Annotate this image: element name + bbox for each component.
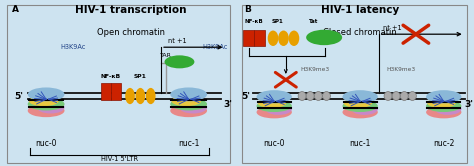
Text: NF-κB: NF-κB bbox=[100, 74, 120, 79]
Ellipse shape bbox=[27, 87, 64, 101]
Text: H3K9Ac: H3K9Ac bbox=[60, 44, 85, 50]
Ellipse shape bbox=[258, 98, 286, 108]
Ellipse shape bbox=[170, 98, 207, 111]
Ellipse shape bbox=[306, 30, 342, 45]
Ellipse shape bbox=[256, 106, 292, 118]
Ellipse shape bbox=[344, 98, 372, 108]
Text: nuc-0: nuc-0 bbox=[36, 139, 57, 148]
Ellipse shape bbox=[427, 98, 456, 108]
Ellipse shape bbox=[180, 101, 207, 114]
Text: nuc-1: nuc-1 bbox=[349, 139, 371, 148]
Text: HIV-1 latency: HIV-1 latency bbox=[321, 5, 399, 15]
FancyBboxPatch shape bbox=[111, 83, 121, 100]
Ellipse shape bbox=[401, 91, 408, 100]
Ellipse shape bbox=[322, 91, 330, 100]
Text: SP1: SP1 bbox=[134, 74, 147, 79]
Text: SP1: SP1 bbox=[272, 19, 283, 24]
FancyBboxPatch shape bbox=[243, 30, 255, 46]
Ellipse shape bbox=[435, 103, 461, 115]
Text: Open chromatin: Open chromatin bbox=[97, 28, 165, 37]
Ellipse shape bbox=[172, 96, 201, 106]
Ellipse shape bbox=[298, 91, 306, 100]
Text: 3': 3' bbox=[465, 100, 474, 109]
Text: Tat: Tat bbox=[309, 19, 319, 24]
Ellipse shape bbox=[265, 103, 292, 115]
Ellipse shape bbox=[289, 31, 299, 46]
Text: 5': 5' bbox=[14, 91, 23, 101]
Ellipse shape bbox=[268, 31, 278, 46]
Text: Tat: Tat bbox=[319, 35, 329, 40]
Ellipse shape bbox=[384, 91, 392, 100]
Ellipse shape bbox=[343, 100, 378, 112]
Text: 5': 5' bbox=[242, 91, 251, 101]
Ellipse shape bbox=[392, 91, 400, 100]
Text: nuc-2: nuc-2 bbox=[433, 139, 455, 148]
FancyBboxPatch shape bbox=[100, 83, 111, 100]
Text: H3K9me3: H3K9me3 bbox=[301, 67, 329, 72]
Text: B: B bbox=[244, 5, 251, 14]
Ellipse shape bbox=[146, 88, 155, 104]
Text: H3K9Ac: H3K9Ac bbox=[202, 44, 228, 50]
Ellipse shape bbox=[343, 90, 378, 103]
Ellipse shape bbox=[314, 91, 322, 100]
Ellipse shape bbox=[256, 90, 292, 103]
Ellipse shape bbox=[351, 103, 378, 115]
Ellipse shape bbox=[37, 101, 64, 114]
Ellipse shape bbox=[306, 91, 314, 100]
Text: TAR: TAR bbox=[160, 53, 172, 58]
Text: nuc-1: nuc-1 bbox=[178, 139, 200, 148]
Ellipse shape bbox=[426, 90, 461, 103]
Ellipse shape bbox=[29, 96, 59, 106]
Ellipse shape bbox=[426, 106, 461, 118]
Text: HIV-1 transcription: HIV-1 transcription bbox=[75, 5, 187, 15]
Ellipse shape bbox=[164, 55, 194, 68]
Text: nuc-0: nuc-0 bbox=[264, 139, 285, 148]
FancyBboxPatch shape bbox=[254, 30, 265, 46]
Ellipse shape bbox=[27, 104, 64, 117]
Text: nt +1: nt +1 bbox=[168, 38, 187, 44]
Ellipse shape bbox=[256, 100, 292, 112]
Ellipse shape bbox=[170, 87, 207, 101]
Ellipse shape bbox=[409, 91, 416, 100]
Ellipse shape bbox=[125, 88, 135, 104]
Ellipse shape bbox=[170, 104, 207, 117]
Ellipse shape bbox=[278, 31, 289, 46]
Ellipse shape bbox=[343, 106, 378, 118]
Text: Tat: Tat bbox=[173, 59, 185, 65]
Text: Closed chromatin: Closed chromatin bbox=[323, 28, 397, 37]
Text: nt +1: nt +1 bbox=[383, 25, 402, 31]
Ellipse shape bbox=[27, 98, 64, 111]
Text: HIV-1 5'LTR: HIV-1 5'LTR bbox=[101, 156, 138, 162]
Ellipse shape bbox=[136, 88, 145, 104]
Ellipse shape bbox=[426, 100, 461, 112]
Text: NF-κB: NF-κB bbox=[244, 19, 263, 24]
Text: A: A bbox=[12, 5, 18, 14]
Text: H3K9me3: H3K9me3 bbox=[386, 67, 415, 72]
Text: 3': 3' bbox=[223, 100, 232, 109]
